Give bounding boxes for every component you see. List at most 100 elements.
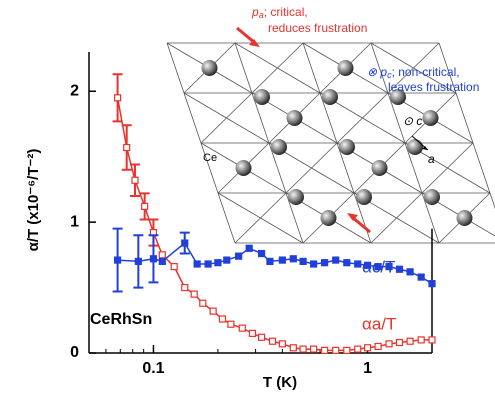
data-point: [355, 346, 361, 352]
atom: [423, 110, 439, 126]
data-point: [279, 341, 285, 347]
data-point: [124, 145, 130, 151]
lattice-line: [278, 68, 321, 93]
data-point: [396, 340, 402, 346]
data-point: [228, 321, 234, 327]
lattice-line: [363, 118, 406, 143]
atom: [322, 89, 338, 105]
atom: [321, 210, 337, 226]
lattice-line: [363, 93, 389, 118]
atom: [236, 160, 252, 176]
data-point: [290, 345, 296, 351]
data-point: [396, 266, 402, 272]
data-point: [311, 261, 317, 267]
data-point: [159, 252, 165, 258]
lattice-line: [422, 168, 448, 193]
x-tick-label: 0.1: [142, 360, 164, 377]
atom: [287, 110, 303, 126]
data-point: [259, 251, 265, 257]
data-point: [290, 256, 296, 262]
x-axis-label: T (K): [263, 374, 297, 391]
data-point: [194, 261, 200, 267]
lattice-line: [252, 68, 278, 93]
sample-label: CeRhSn: [90, 311, 152, 328]
lattice-line: [235, 43, 278, 68]
atom-label: Ce: [203, 152, 217, 164]
data-point: [259, 334, 265, 340]
pc-line2: leaves frustration: [388, 80, 479, 94]
lattice-line: [227, 118, 270, 143]
data-point: [333, 257, 339, 263]
data-point: [182, 285, 188, 291]
atom: [271, 139, 287, 155]
atom: [202, 60, 218, 76]
pc-line1: ⊗ pc; non-critical,: [367, 65, 460, 80]
data-point: [150, 256, 156, 262]
data-point: [429, 337, 435, 343]
data-point: [219, 316, 225, 322]
data-point: [205, 261, 211, 267]
data-point: [182, 240, 188, 246]
atom: [288, 189, 304, 205]
data-point: [407, 338, 413, 344]
data-point: [300, 346, 306, 352]
data-point: [267, 258, 273, 264]
y-tick-label: 2: [70, 82, 79, 99]
data-point: [386, 341, 392, 347]
pa-text: ; critical,: [264, 5, 308, 19]
lattice-line: [201, 118, 227, 143]
data-point: [200, 300, 206, 306]
data-point: [132, 177, 138, 183]
pa-line2: reduces frustration: [268, 21, 367, 35]
data-point: [322, 260, 328, 266]
series-line: [118, 98, 432, 351]
data-point: [407, 269, 413, 275]
data-point: [224, 257, 230, 263]
data-point: [375, 343, 381, 349]
atom: [424, 189, 440, 205]
lattice-line: [261, 218, 304, 243]
data-point: [239, 325, 245, 331]
lattice-line: [227, 93, 253, 118]
lattice-line: [235, 218, 261, 243]
data-point: [279, 257, 285, 263]
data-point: [142, 203, 148, 209]
lattice-line: [312, 168, 355, 193]
data-point: [249, 330, 255, 336]
data-point: [246, 245, 252, 251]
y-axis-label: α/T (x10⁻⁶/T⁻²): [25, 149, 42, 252]
lattice-line: [397, 193, 423, 218]
lattice-line: [448, 168, 491, 193]
pa-arrow-2: [352, 217, 370, 232]
data-point: [322, 347, 328, 353]
atom: [254, 89, 270, 105]
data-point: [159, 258, 165, 264]
lattice-line: [184, 93, 227, 118]
c-axis-label: ⊙ c: [403, 114, 422, 128]
y-tick-label: 0: [70, 344, 79, 361]
data-point: [344, 347, 350, 353]
data-point: [115, 95, 121, 101]
y-tick-label: 1: [70, 213, 79, 230]
lattice-line: [337, 118, 363, 143]
data-point: [115, 257, 121, 263]
series-label: αc/T: [362, 257, 395, 276]
data-point: [135, 258, 141, 264]
pa-arrow: [237, 28, 255, 43]
data-point: [418, 337, 424, 343]
pc-symbol: ⊗ p: [367, 65, 387, 79]
data-point: [429, 281, 435, 287]
data-point: [191, 291, 197, 297]
data-point: [333, 347, 339, 353]
series-label: αa/T: [362, 314, 396, 333]
data-point: [215, 260, 221, 266]
data-point: [300, 258, 306, 264]
data-point: [171, 264, 177, 270]
data-point: [270, 338, 276, 344]
data-point: [344, 260, 350, 266]
atom: [372, 160, 388, 176]
a-axis-label: a: [428, 152, 435, 166]
pa-line1: pa; critical,: [251, 5, 308, 20]
data-point: [210, 308, 216, 314]
